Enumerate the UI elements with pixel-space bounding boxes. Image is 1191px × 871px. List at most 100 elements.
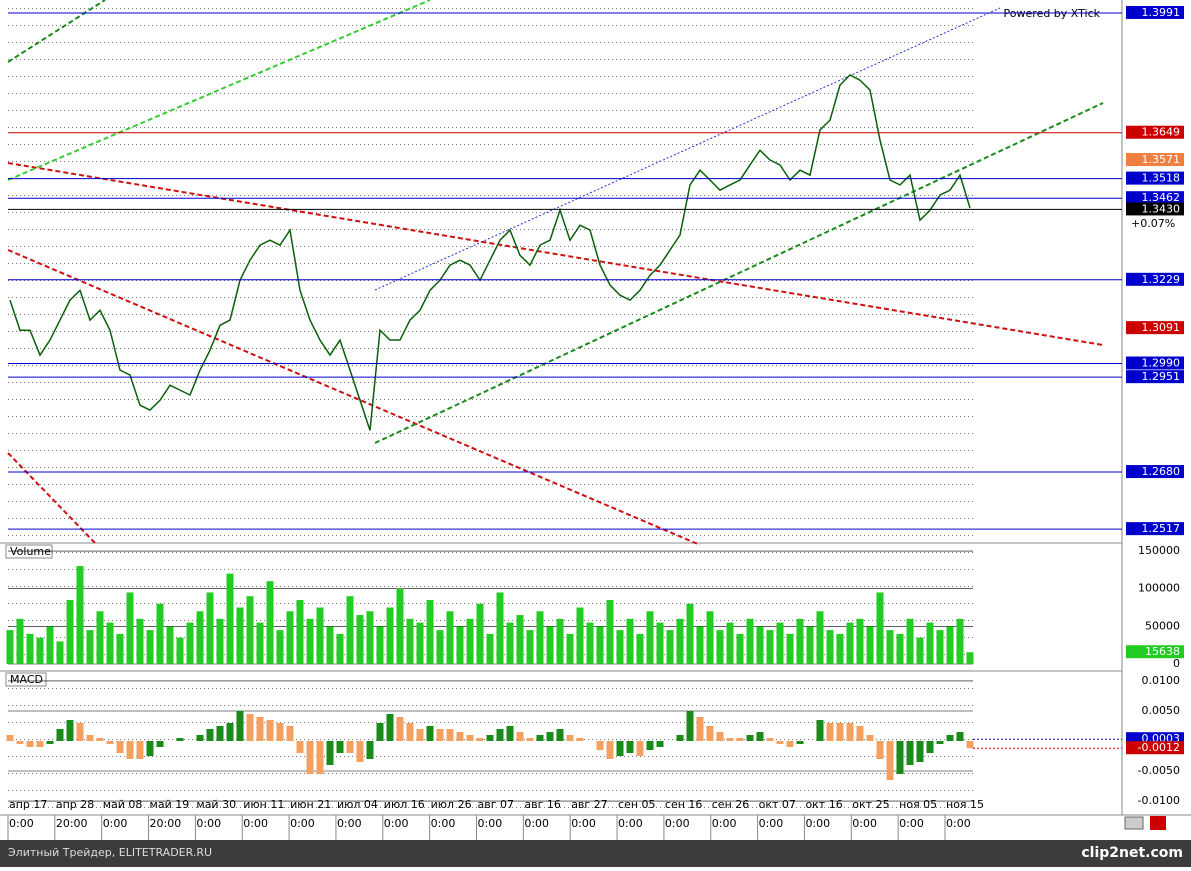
bar [936,740,944,744]
axis-label-box [1126,321,1184,335]
bar [856,725,864,741]
bar [856,618,864,665]
panel-title: Volume [10,545,51,558]
button[interactable] [1150,816,1166,830]
bar [736,633,744,665]
bar [396,588,404,665]
bar [516,615,524,665]
bar [276,630,284,665]
bar [346,596,354,665]
bar [656,740,664,748]
bar [956,731,964,741]
bar [246,596,254,665]
bar [666,630,674,665]
axis-label-box [1126,645,1184,659]
bar [376,722,384,741]
bar [306,740,314,775]
footer-bar [0,840,1191,867]
axis-label-box [1126,171,1184,185]
bar [906,740,914,766]
bar [96,737,104,741]
y-tick-label: -0.0050 [1138,764,1180,777]
panel-tab [5,672,47,687]
bar [16,618,24,665]
bar [966,652,974,665]
x-tick-label: сен 05 [618,798,656,811]
bar [176,737,184,741]
bar [606,599,614,665]
x-tick-label: сен 16 [665,798,703,811]
bar [446,611,454,665]
bar [696,716,704,741]
bar [176,637,184,665]
bar [746,618,754,665]
bar [206,728,214,741]
bar [356,740,364,763]
bar [126,592,134,665]
bar [626,618,634,665]
bar [296,599,304,665]
bar [686,603,694,665]
y-tick-label: 150000 [1138,544,1180,557]
x-tick-time: 0:00 [196,817,221,830]
axis-label: 1.2990 [1142,357,1181,370]
x-tick-time: 0:00 [9,817,34,830]
bar [816,611,824,665]
bar [836,722,844,741]
x-tick-time: 0:00 [759,817,784,830]
x-tick-time: 0:00 [103,817,128,830]
bar [196,611,204,665]
x-tick-time: 0:00 [524,817,549,830]
bar [866,734,874,741]
footer-right: clip2net.com [1081,845,1183,861]
panel-tab [5,544,53,559]
bar [646,611,654,665]
button[interactable] [1124,816,1144,830]
bar [966,740,974,749]
x-tick-label: май 08 [103,798,143,811]
bar [916,740,924,763]
bar [616,740,624,757]
trendlines [7,0,1104,546]
bar [136,740,144,760]
axis-label: 15638 [1145,645,1180,658]
bar [956,618,964,665]
bar [836,633,844,665]
y-tick-label: 50000 [1145,619,1180,632]
x-tick-label: окт 16 [805,798,842,811]
bar [126,740,134,760]
x-tick-label: сен 26 [712,798,750,811]
bar [636,633,644,665]
bar [496,728,504,741]
x-tick-label: ноя 15 [946,798,984,811]
y-tick-label: 0.0050 [1142,704,1181,717]
price-line [9,74,971,431]
bar [676,734,684,741]
bar [516,731,524,741]
bar [366,611,374,665]
bar [426,725,434,741]
bar [926,622,934,665]
x-tick-time: 0:00 [431,817,456,830]
axis-label-box [1126,465,1184,479]
axis-label: 1.3430 [1142,202,1181,215]
bar [46,626,54,665]
bar [946,734,954,741]
axis-label: 1.2951 [1142,370,1181,383]
bar [796,618,804,665]
bar [846,622,854,665]
x-tick-label: июн 21 [290,798,331,811]
bar [336,740,344,754]
bar [316,740,324,775]
bar [876,592,884,665]
x-tick-time: 0:00 [290,817,315,830]
watermark: Powered by XTick [1004,7,1101,20]
bar [596,626,604,665]
bar [466,618,474,665]
x-tick-time: 0:00 [384,817,409,830]
bar [196,734,204,741]
bar [636,740,644,757]
bar [566,734,574,741]
bar [576,737,584,741]
axis-label-box [1126,5,1184,19]
